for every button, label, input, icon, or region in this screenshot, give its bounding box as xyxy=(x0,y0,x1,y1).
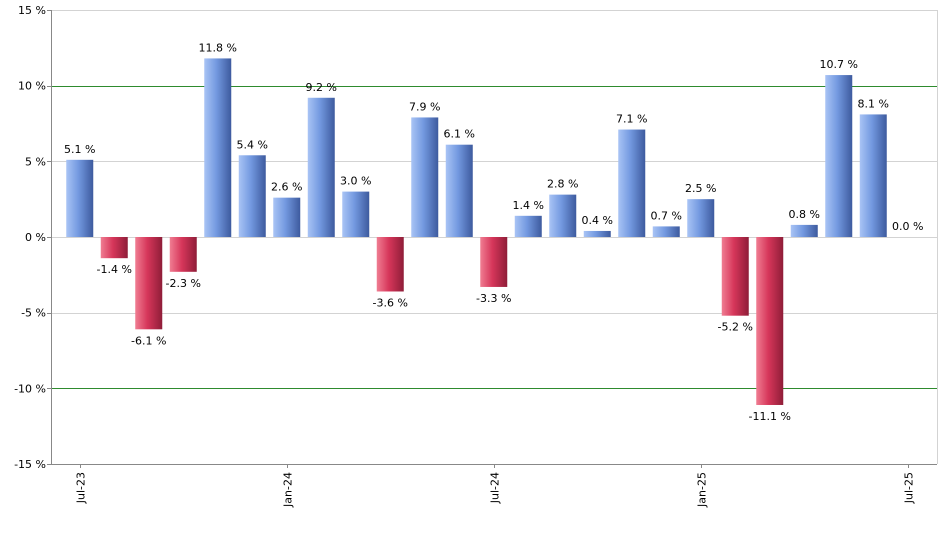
bar-Nov-23 xyxy=(204,58,232,237)
labels-layer: 15 % 10 % 5 % 0 % -5 % -10 % -15 % 5.1 % -1.4 % -… xyxy=(14,4,923,508)
bar-Dec-23 xyxy=(238,155,266,237)
bar-Sep-24 xyxy=(549,194,577,237)
data-label: 8.1 % xyxy=(858,97,889,110)
bar-May-25 xyxy=(825,75,853,237)
data-label: 1.4 % xyxy=(513,199,544,212)
bar-Jan-24 xyxy=(273,197,301,237)
data-label: 2.6 % xyxy=(271,181,302,194)
bar-Nov-24 xyxy=(618,129,646,237)
data-label: 3.0 % xyxy=(340,175,371,188)
bar-Mar-25 xyxy=(756,237,784,405)
bar-Apr-24 xyxy=(376,237,404,292)
x-tick-label: Jul-24 xyxy=(489,472,502,504)
x-tick-label: Jul-23 xyxy=(75,472,88,504)
bar-May-24 xyxy=(411,117,439,237)
x-tick-label: Jan-24 xyxy=(282,472,295,508)
data-label: 9.2 % xyxy=(306,81,337,94)
data-label: 10.7 % xyxy=(820,58,858,71)
bar-Jul-23 xyxy=(66,159,94,237)
data-label: -6.1 % xyxy=(131,334,166,347)
data-label: -3.6 % xyxy=(373,296,408,309)
y-tick-label: 10 % xyxy=(18,80,46,93)
data-label: 11.8 % xyxy=(199,41,237,54)
data-label: 7.1 % xyxy=(616,113,647,126)
bar-Jan-25 xyxy=(687,199,715,237)
bar-Sep-23 xyxy=(135,237,163,330)
data-label: 2.8 % xyxy=(547,178,578,191)
y-tick-label: 5 % xyxy=(25,155,46,168)
data-label: 2.5 % xyxy=(685,182,716,195)
bar-Mar-24 xyxy=(342,191,370,237)
data-label: -3.3 % xyxy=(476,292,511,305)
bar-Jun-25 xyxy=(859,114,887,237)
axis-layer xyxy=(47,10,938,468)
bar-Oct-24 xyxy=(583,230,611,237)
y-tick-label: -15 % xyxy=(14,458,46,471)
y-tick-label: -5 % xyxy=(21,307,46,320)
data-label: 6.1 % xyxy=(444,128,475,141)
bar-Feb-25 xyxy=(721,237,749,316)
data-label: 0.0 % xyxy=(892,220,923,233)
bar-Aug-24 xyxy=(514,215,542,237)
bar-Jul-24 xyxy=(480,237,508,287)
x-tick-label: Jan-25 xyxy=(696,472,709,508)
bar-Aug-23 xyxy=(100,237,128,259)
data-label: -5.2 % xyxy=(718,321,753,334)
bar-Dec-24 xyxy=(652,226,680,237)
bar-Jun-24 xyxy=(445,144,473,237)
data-label: -11.1 % xyxy=(749,410,791,423)
data-label: 5.4 % xyxy=(237,138,268,151)
data-label: 0.4 % xyxy=(582,214,613,227)
data-label: 5.1 % xyxy=(64,143,95,156)
data-label: -2.3 % xyxy=(166,277,201,290)
bar-Feb-24 xyxy=(307,97,335,237)
data-label: 7.9 % xyxy=(409,100,440,113)
data-label: -1.4 % xyxy=(97,263,132,276)
bar-Apr-25 xyxy=(790,224,818,237)
y-tick-label: 0 % xyxy=(25,231,46,244)
y-tick-label: 15 % xyxy=(18,4,46,17)
data-label: 0.8 % xyxy=(789,208,820,221)
bar-Oct-23 xyxy=(169,237,197,272)
y-tick-label: -10 % xyxy=(14,382,46,395)
x-tick-label: Jul-25 xyxy=(903,472,916,504)
bars-layer xyxy=(66,58,887,405)
data-label: 0.7 % xyxy=(651,209,682,222)
